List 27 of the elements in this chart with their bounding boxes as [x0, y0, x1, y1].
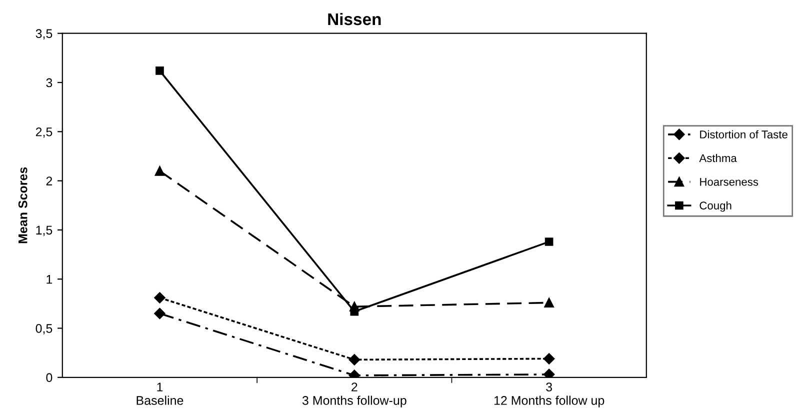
- y-tick-label: 3,5: [36, 29, 52, 40]
- legend-label: Hoarseness: [700, 178, 758, 186]
- point: [543, 368, 555, 378]
- x-tick-label: 2 3 Months follow-up: [302, 382, 406, 408]
- y-tick-label: 3: [46, 78, 52, 88]
- point: [544, 238, 554, 246]
- y-tick-label: 2: [46, 176, 52, 186]
- y-tick-label: 1: [46, 275, 52, 284]
- point: [544, 298, 554, 308]
- y-tick-label: 0,5: [36, 324, 52, 334]
- point: [156, 66, 164, 75]
- y-tick-label: 1,5: [36, 226, 52, 236]
- legend-label: Cough: [700, 201, 732, 212]
- point: [350, 302, 360, 312]
- point: [348, 354, 360, 366]
- legend-label: Asthma: [699, 154, 737, 162]
- y-tick-label: 0: [46, 373, 52, 382]
- point: [154, 308, 166, 320]
- y-tick-label: 2,5: [36, 127, 52, 138]
- chart-title: Nissen: [328, 12, 381, 26]
- x-tick-label: 3 12 Months follow up: [494, 382, 604, 408]
- point: [154, 166, 165, 176]
- x-tick-label: 1 Baseline: [136, 382, 184, 405]
- y-axis-title: Mean Scores: [18, 167, 28, 244]
- point: [154, 292, 166, 304]
- point: [543, 353, 555, 364]
- legend-label: Distortion of Taste: [700, 130, 788, 138]
